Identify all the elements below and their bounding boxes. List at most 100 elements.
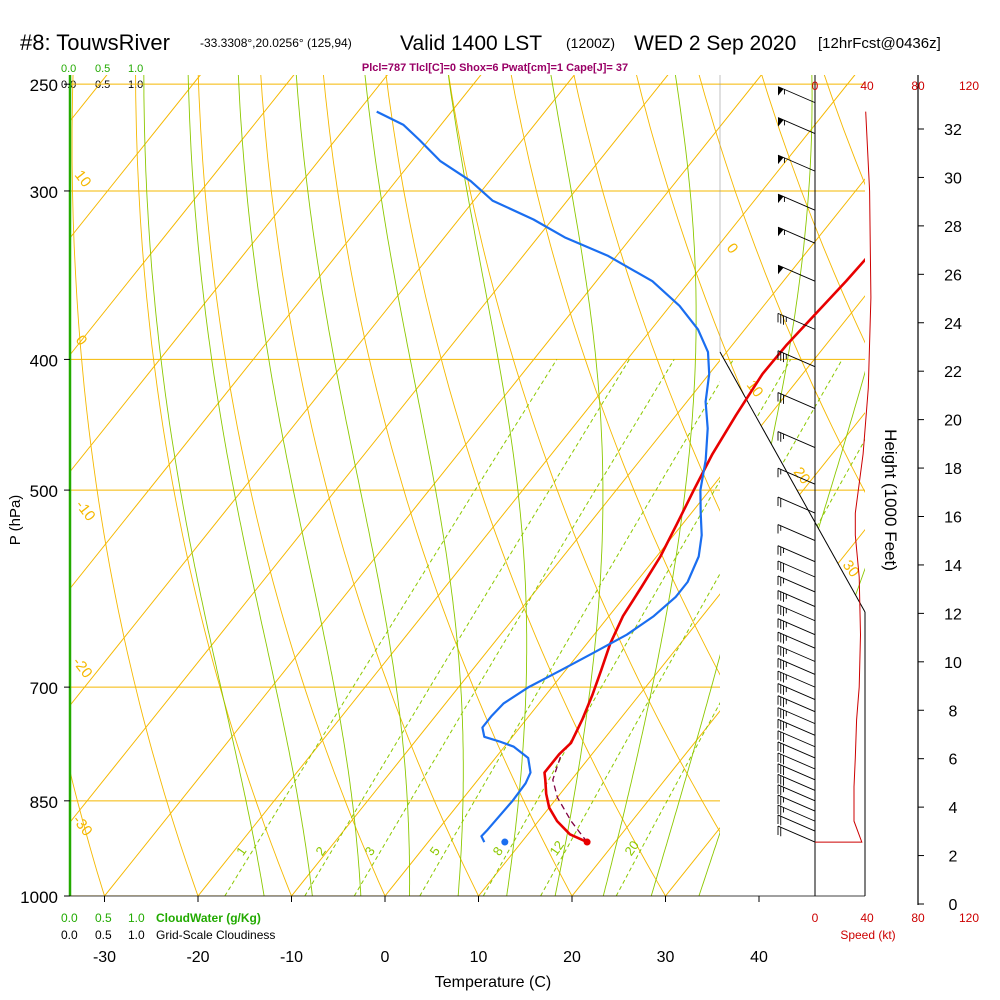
isotherm-line xyxy=(0,35,45,896)
wind-barb-staff xyxy=(777,670,816,688)
mixing-ratio-label: 12 xyxy=(546,838,567,858)
isotherm-line xyxy=(478,412,865,896)
temp-tick-label: -20 xyxy=(186,949,209,966)
surface-dewpoint-dot xyxy=(501,838,509,846)
wind-barb xyxy=(777,763,816,781)
dry-adiabat-line xyxy=(135,75,292,896)
isotherm-line xyxy=(70,75,295,356)
wind-barb xyxy=(777,752,816,770)
wind-barb-staff xyxy=(777,545,816,563)
speed-tick-top: 40 xyxy=(860,79,874,93)
wind-barb-staff xyxy=(777,590,816,607)
isotherm-label: -20 xyxy=(69,654,96,682)
wind-barb-staff xyxy=(777,784,816,802)
speed-tick-bottom: 40 xyxy=(860,911,874,925)
wind-barb xyxy=(777,814,816,832)
mixing-ratio-line xyxy=(304,359,630,896)
station-title: #8: TouwsRiver xyxy=(20,30,170,55)
top-cloudiness-tick: 0.5 xyxy=(95,79,110,91)
wind-barb-staff xyxy=(777,763,816,781)
wind-barb-staff xyxy=(777,226,816,244)
height-tick-label: 26 xyxy=(944,267,962,284)
pressure-tick-label: 500 xyxy=(30,482,58,501)
speed-label: Speed (kt) xyxy=(840,928,895,942)
wind-barb-staff xyxy=(777,794,816,812)
height-tick-label: 16 xyxy=(944,510,962,527)
mixing-ratio-label: 20 xyxy=(621,838,642,858)
wind-barb xyxy=(777,718,816,736)
dry-adiabat-line xyxy=(260,75,479,896)
wind-barb-staff xyxy=(777,154,816,172)
temperature-line xyxy=(543,257,865,844)
wind-barb-staff xyxy=(777,560,816,578)
height-tick-label: 32 xyxy=(944,122,962,139)
height-tick-label: 28 xyxy=(944,219,962,236)
moist-adiabat-line xyxy=(447,75,528,896)
wind-barb-staff xyxy=(777,350,816,368)
wind-barb xyxy=(777,670,816,688)
wind-barb-staff xyxy=(777,496,816,514)
dry-adiabat-line xyxy=(0,23,19,925)
wind-barb-staff xyxy=(777,658,816,675)
wind-barb xyxy=(777,658,816,675)
wind-barb-pennant xyxy=(778,86,784,96)
isotherm-line xyxy=(70,75,388,473)
wind-barb xyxy=(777,730,816,748)
isotherm-label: -30 xyxy=(69,812,96,840)
isotherm-line xyxy=(291,178,865,896)
wind-barb xyxy=(777,804,816,822)
height-tick-label: 30 xyxy=(944,170,962,187)
bottom-cloudwater-tick: 0.0 xyxy=(61,911,78,925)
pressure-tick-label: 250 xyxy=(30,76,58,95)
mixing-ratio-label: 5 xyxy=(427,844,443,859)
speed-tick-top: 120 xyxy=(959,79,979,93)
wind-barb xyxy=(777,575,816,593)
isotherm-label: 20 xyxy=(790,464,814,488)
speed-tick-bottom: 0 xyxy=(812,911,819,925)
wind-barb xyxy=(777,193,816,211)
barb-panel-bg xyxy=(720,352,865,900)
isotherm-line xyxy=(384,295,865,896)
pressure-tick-label: 400 xyxy=(30,351,58,370)
isotherm-line xyxy=(70,75,575,707)
temp-tick-label: 40 xyxy=(750,949,768,966)
dry-adiabat-line xyxy=(385,75,667,896)
speed-tick-bottom: 120 xyxy=(959,911,979,925)
wind-barb-pennant xyxy=(778,155,784,165)
temp-tick-label: 10 xyxy=(470,949,488,966)
isotherm-line xyxy=(70,75,482,590)
temp-tick-label: -10 xyxy=(280,949,303,966)
mixing-ratio-line xyxy=(353,359,675,896)
moist-adiabat-line xyxy=(295,75,411,896)
wind-barb-pennant xyxy=(778,117,784,127)
bottom-cloudiness-tick: 1.0 xyxy=(128,928,145,942)
wind-barb xyxy=(777,590,816,607)
wind-barb-staff xyxy=(777,264,816,282)
isotherm-line xyxy=(70,75,201,239)
moist-adiabat-line xyxy=(143,75,265,896)
wind-barb-staff xyxy=(777,86,816,104)
wind-barb xyxy=(777,645,816,662)
wind-barb xyxy=(777,631,816,649)
height-tick-label: 22 xyxy=(944,364,962,381)
wind-barb xyxy=(777,794,816,812)
bottom-cloudwater-tick: 1.0 xyxy=(128,911,145,925)
moist-adiabat-line xyxy=(602,75,697,896)
isotherm-line xyxy=(852,879,865,896)
wind-barb xyxy=(777,604,816,622)
bottom-cloudwater-tick: 0.5 xyxy=(95,911,112,925)
wind-barb xyxy=(777,264,816,282)
moist-adiabat-line xyxy=(237,75,362,896)
top-cloudwater-tick: 0.5 xyxy=(95,63,110,75)
bottom-cloud-scale: 0.0 0.5 1.0 CloudWater (g/Kg) 0.0 0.5 1.… xyxy=(61,911,275,942)
speed-tick-top: 0 xyxy=(812,79,819,93)
isotherm-label: 10 xyxy=(71,167,95,191)
moist-adiabat-line xyxy=(364,75,464,896)
wind-barb-staff xyxy=(777,718,816,736)
isotherm-label: 0 xyxy=(723,240,742,257)
temp-tick-label: -30 xyxy=(93,949,116,966)
speed-tick-bottom: 80 xyxy=(911,911,925,925)
bottom-cloudiness-tick: 0.5 xyxy=(95,928,112,942)
wind-barb xyxy=(777,117,816,134)
dewpoint-line xyxy=(376,110,711,843)
